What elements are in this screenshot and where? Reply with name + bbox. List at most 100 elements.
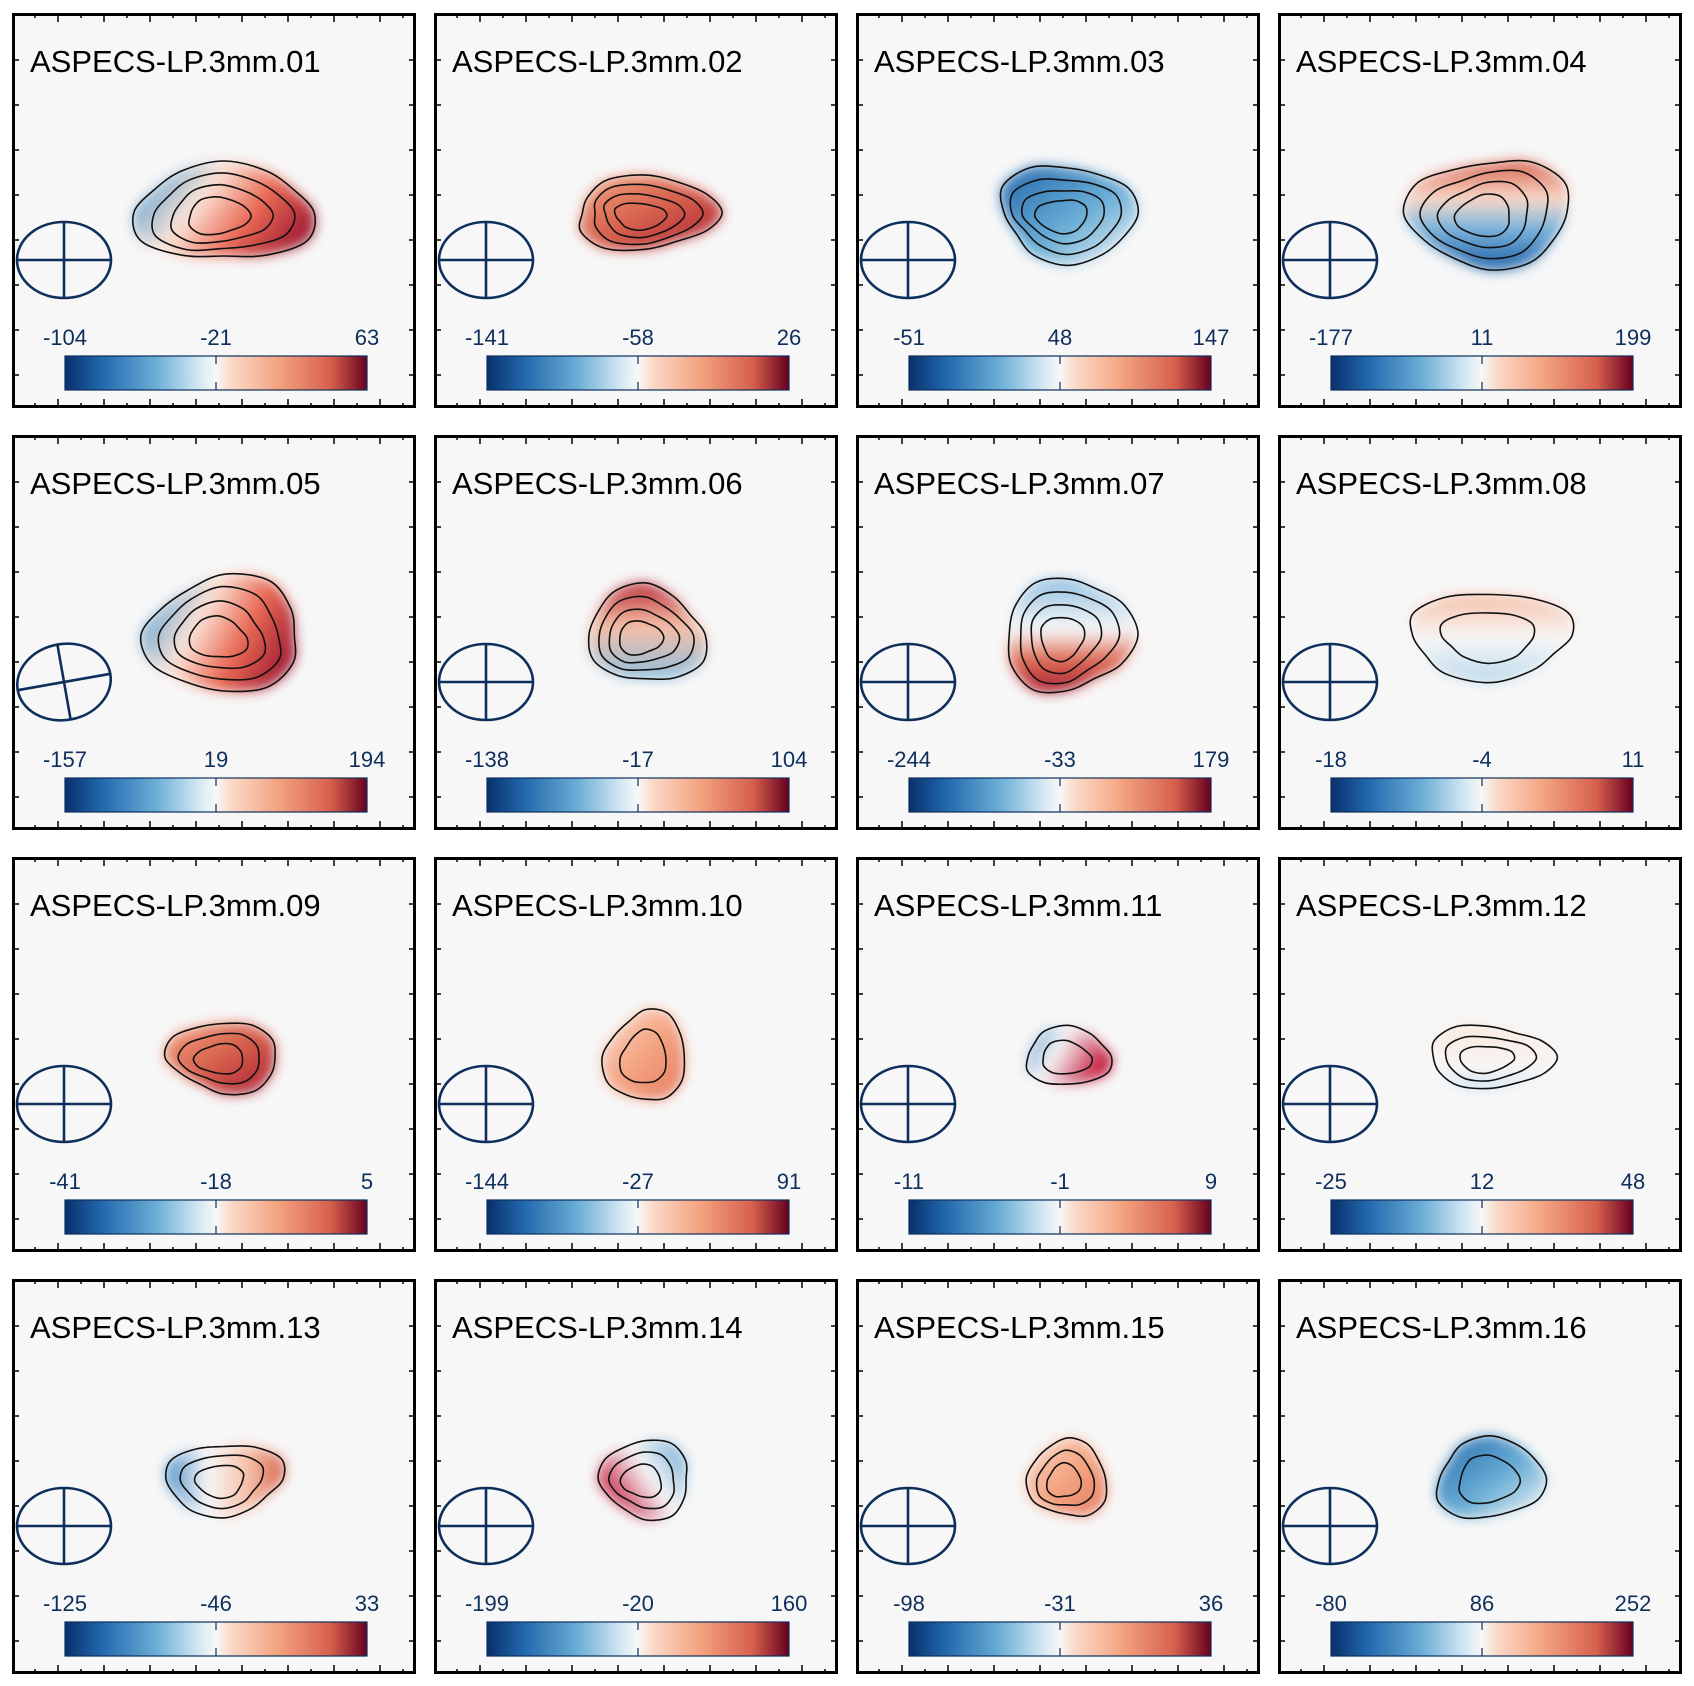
panel-12: ASPECS-LP.3mm.12 -25 12 48 — [1278, 857, 1682, 1252]
colorbar-mid-label: -27 — [622, 1169, 654, 1194]
panel-title: ASPECS-LP.3mm.07 — [874, 466, 1165, 501]
panel-plot: ASPECS-LP.3mm.01 -104 -21 63 — [12, 13, 416, 408]
panel-frame — [434, 435, 838, 830]
flux-contour — [1409, 593, 1575, 684]
panel-08: ASPECS-LP.3mm.08 -18 -4 11 — [1278, 435, 1682, 830]
flux-contour — [1033, 199, 1088, 235]
flux-contour — [1007, 577, 1139, 694]
panel-frame — [12, 857, 416, 1252]
colorbar-mid-label: 12 — [1470, 1169, 1494, 1194]
beam-ellipse — [437, 1064, 535, 1144]
flux-contour — [608, 608, 681, 664]
colorbar-min-label: -144 — [465, 1169, 509, 1194]
colorbar-min-label: -80 — [1315, 1591, 1347, 1616]
colorbar-mid-label: 86 — [1470, 1591, 1494, 1616]
panel-frame — [12, 435, 416, 830]
colorbar-min-label: -41 — [49, 1169, 81, 1194]
panel-plot: ASPECS-LP.3mm.14 -199 -20 160 — [434, 1279, 838, 1674]
beam-ellipse — [859, 1486, 957, 1566]
flux-contour — [151, 172, 296, 252]
panel-05: ASPECS-LP.3mm.05 -157 19 194 — [12, 435, 416, 830]
flux-contour — [1458, 1454, 1522, 1505]
panel-plot: ASPECS-LP.3mm.07 -244 -33 179 — [856, 435, 1260, 830]
colorbar-min-label: -98 — [893, 1591, 925, 1616]
panel-frame — [856, 857, 1260, 1252]
beam-ellipse — [15, 1486, 113, 1566]
panel-frame — [434, 857, 838, 1252]
flux-contour — [593, 183, 704, 246]
panel-frame — [1278, 1279, 1682, 1674]
panel-title: ASPECS-LP.3mm.12 — [1296, 888, 1587, 923]
panel-frame — [12, 1279, 416, 1674]
flux-contour — [587, 581, 708, 681]
velocity-field — [588, 582, 707, 680]
flux-contour — [1431, 1024, 1559, 1090]
panel-plot: ASPECS-LP.3mm.04 -177 11 199 — [1278, 13, 1682, 408]
colorbar-min-label: -125 — [43, 1591, 87, 1616]
flux-contour — [999, 165, 1140, 267]
beam-ellipse — [1281, 220, 1379, 300]
panel-title: ASPECS-LP.3mm.15 — [874, 1310, 1165, 1345]
colorbar-max-label: 199 — [1615, 325, 1652, 350]
colorbar-min-label: -25 — [1315, 1169, 1347, 1194]
panel-06: ASPECS-LP.3mm.06 -138 -17 104 — [434, 435, 838, 830]
flux-contour — [1402, 159, 1570, 271]
colorbar-max-label: 5 — [361, 1169, 373, 1194]
velocity-field — [1410, 594, 1574, 683]
panel-frame — [856, 435, 1260, 830]
panel-plot: ASPECS-LP.3mm.11 -11 -1 9 — [856, 857, 1260, 1252]
flux-contour — [1419, 169, 1549, 260]
flux-contour — [607, 1451, 676, 1510]
flux-contour — [613, 202, 668, 232]
colorbar-min-label: -51 — [893, 325, 925, 350]
panel-title: ASPECS-LP.3mm.04 — [1296, 44, 1587, 79]
beam-ellipse — [15, 642, 113, 722]
flux-contour — [598, 595, 695, 672]
colorbar-max-label: 179 — [1193, 747, 1230, 772]
flux-contour — [601, 1008, 686, 1101]
flux-contour — [1436, 180, 1529, 249]
flux-contour — [179, 1454, 265, 1510]
colorbar-min-label: -141 — [465, 325, 509, 350]
flux-contour — [1040, 616, 1086, 663]
colorbar-min-label: -244 — [887, 747, 931, 772]
beam-ellipse — [15, 220, 113, 300]
flux-contour — [1045, 1461, 1083, 1498]
flux-contour — [618, 1028, 667, 1084]
velocity-field — [601, 1008, 685, 1100]
panel-frame — [434, 13, 838, 408]
panel-title: ASPECS-LP.3mm.09 — [30, 888, 321, 923]
panel-plot: ASPECS-LP.3mm.06 -138 -17 104 — [434, 435, 838, 830]
panel-frame — [1278, 435, 1682, 830]
flux-contour — [618, 620, 665, 656]
panel-title: ASPECS-LP.3mm.03 — [874, 44, 1165, 79]
flux-contour — [1444, 1035, 1538, 1082]
colorbar-mid-label: -31 — [1044, 1591, 1076, 1616]
flux-contour — [163, 1022, 276, 1096]
colorbar-min-label: -177 — [1309, 325, 1353, 350]
panel-frame — [1278, 857, 1682, 1252]
beam-ellipse — [437, 1486, 535, 1566]
beam-ellipse — [1281, 1486, 1379, 1566]
panel-plot: ASPECS-LP.3mm.03 -51 48 147 — [856, 13, 1260, 408]
panel-plot: ASPECS-LP.3mm.05 -157 19 194 — [12, 435, 416, 830]
flux-contour — [1009, 178, 1123, 256]
flux-contour — [177, 1032, 260, 1085]
panel-plot: ASPECS-LP.3mm.02 -141 -58 26 — [434, 13, 838, 408]
beam-ellipse — [859, 220, 957, 300]
colorbar-max-label: 147 — [1193, 325, 1230, 350]
colorbar-mid-label: 48 — [1048, 325, 1072, 350]
colorbar-mid-label: -58 — [622, 325, 654, 350]
panel-frame — [12, 13, 416, 408]
panel-plot: ASPECS-LP.3mm.12 -25 12 48 — [1278, 857, 1682, 1252]
colorbar-max-label: 194 — [349, 747, 386, 772]
colorbar-mid-label: -1 — [1050, 1169, 1070, 1194]
beam-ellipse — [1281, 1064, 1379, 1144]
beam-ellipse — [859, 642, 957, 722]
colorbar-max-label: 11 — [1622, 747, 1645, 772]
colorbar-mid-label: -46 — [200, 1591, 232, 1616]
colorbar-mid-label: -33 — [1044, 747, 1076, 772]
velocity-field — [1432, 1025, 1558, 1089]
panel-title: ASPECS-LP.3mm.08 — [1296, 466, 1587, 501]
